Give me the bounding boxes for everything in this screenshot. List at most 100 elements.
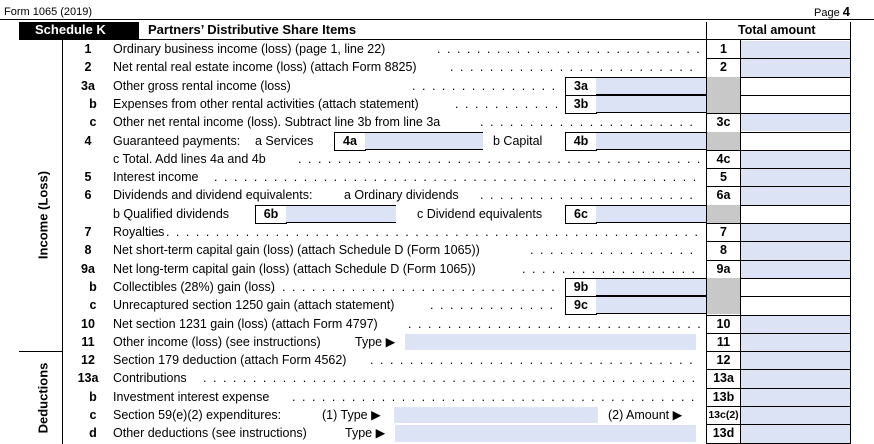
total-amount-field[interactable] — [741, 315, 850, 333]
schedule-tag-bg — [19, 22, 139, 39]
dot-leader: ........................................… — [480, 188, 700, 203]
line-number: c — [89, 115, 97, 130]
total-amount-field[interactable] — [741, 242, 850, 260]
schedule-title: Partners’ Distributive Share Items — [148, 22, 357, 37]
total-amount-field[interactable] — [741, 41, 850, 59]
inner-line-number: 9c — [565, 296, 597, 316]
column-line-number: 11 — [716, 334, 731, 349]
dot-leader: ........................................… — [214, 170, 700, 185]
line-description: Other deductions (see instructions) — [113, 426, 307, 441]
column-line-number: 6a — [716, 188, 731, 203]
column-line-number: 1 — [720, 42, 727, 56]
line-description: Royalties — [113, 225, 165, 239]
line-description: Net short-term capital gain (loss) (atta… — [113, 243, 480, 258]
column-line-number: 13d — [712, 426, 735, 441]
line-number: 1 — [84, 42, 92, 56]
total-amount-field[interactable] — [741, 224, 850, 242]
shaded-cell — [707, 277, 740, 297]
total-amount-field[interactable] — [741, 260, 850, 278]
type-field[interactable] — [395, 425, 696, 442]
ordinary-dividends-label: a Ordinary dividends — [344, 188, 459, 203]
shaded-cell — [707, 204, 740, 223]
line-number: c — [89, 408, 97, 422]
column-line-number: 4c — [716, 151, 731, 166]
line-description: Net section 1231 gain (loss) (attach For… — [113, 316, 378, 331]
line-number: 10 — [81, 316, 95, 331]
type-label: Type ▶ — [345, 426, 386, 441]
line-number: 5 — [84, 170, 92, 185]
type-field[interactable] — [405, 333, 696, 351]
inner-amount-field[interactable] — [596, 94, 706, 114]
column-line-number: 13b — [712, 389, 735, 404]
inner-line-number: 4b — [565, 131, 597, 151]
line-description: Section 59(e)(2) expenditures: — [113, 408, 282, 422]
amount-label: (2) Amount ▶ — [608, 408, 683, 422]
inner-line-number: 3a — [565, 76, 597, 96]
line-number: d — [89, 426, 97, 441]
dot-leader: ........................................… — [292, 389, 700, 404]
total-amount-field[interactable] — [741, 388, 850, 406]
inner-amount-field[interactable] — [596, 277, 706, 297]
line-description: c Total. Add lines 4a and 4b — [113, 151, 266, 166]
total-amount-field[interactable] — [741, 370, 850, 388]
line-description: Interest income — [113, 170, 199, 185]
column-line-number: 7 — [720, 225, 727, 239]
column-line-number: 9a — [716, 261, 731, 276]
dot-leader: ........................................… — [272, 279, 558, 294]
dot-leader: ........................................… — [455, 96, 558, 111]
total-amount-field[interactable] — [741, 352, 850, 370]
total-amount-field[interactable] — [741, 114, 850, 132]
dot-leader: ........................................… — [408, 316, 700, 331]
dot-leader: ........................................… — [530, 243, 700, 258]
line-description: Collectibles (28%) gain (loss) — [113, 279, 275, 294]
capital-amount-field[interactable] — [596, 131, 706, 150]
dividend-equivalents-field[interactable] — [596, 204, 706, 223]
line-number: 6 — [84, 188, 92, 203]
line-number: 7 — [84, 225, 92, 239]
dot-leader: ........................................… — [412, 78, 558, 93]
column-line-number: 2 — [720, 60, 727, 75]
line-number: 11 — [81, 334, 95, 349]
page-label: Page 4 — [814, 4, 850, 19]
total-amount-field[interactable] — [741, 187, 850, 205]
line-description: Expenses from other rental activities (a… — [113, 96, 419, 111]
line-description: Contributions — [113, 371, 187, 386]
line-description: Other gross rental income (loss) — [113, 78, 291, 93]
line-description: Investment interest expense — [113, 389, 270, 404]
total-amount-field[interactable] — [741, 407, 850, 425]
line-description: Other income (loss) (see instructions) — [113, 334, 321, 349]
total-amount-field[interactable] — [741, 425, 850, 443]
line-number: b — [89, 96, 97, 111]
dot-leader: ........................................… — [437, 42, 700, 56]
column-line-number: 3c — [716, 115, 731, 130]
deductions-section-label: Deductions — [35, 362, 51, 434]
total-amount-field[interactable] — [741, 169, 850, 187]
services-amount-field[interactable] — [365, 131, 483, 150]
line-description: Unrecaptured section 1250 gain (attach s… — [113, 298, 395, 313]
inner-line-number: 6b — [255, 204, 287, 224]
type1-field[interactable] — [394, 407, 598, 424]
total-amount-field[interactable] — [741, 150, 850, 169]
line-description: Other net rental income (loss). Subtract… — [113, 115, 441, 130]
inner-amount-field[interactable] — [596, 296, 706, 315]
inner-line-number: 6c — [565, 204, 597, 224]
line-number: c — [89, 298, 97, 313]
column-line-number: 12 — [716, 353, 731, 368]
column-line-number: 5 — [720, 170, 727, 185]
total-amount-field[interactable] — [741, 59, 850, 77]
line-number: 2 — [84, 60, 92, 75]
dot-leader: ........................................… — [430, 298, 558, 313]
shaded-cell — [707, 94, 740, 114]
column-line-number: 10 — [716, 316, 731, 331]
inner-amount-field[interactable] — [596, 76, 706, 95]
type-label: Type ▶ — [355, 334, 396, 349]
dot-leader: ........................................… — [298, 151, 700, 166]
total-amount-field[interactable] — [741, 333, 850, 352]
inner-line-number: 9b — [565, 277, 597, 298]
line-description: Guaranteed payments: — [113, 133, 241, 148]
qualified-dividends-field[interactable] — [286, 204, 396, 223]
line-number: 12 — [81, 353, 95, 368]
inner-line-number: 4a — [334, 131, 366, 151]
shaded-cell — [707, 131, 740, 150]
column-line-number: 13c(2) — [708, 409, 739, 421]
